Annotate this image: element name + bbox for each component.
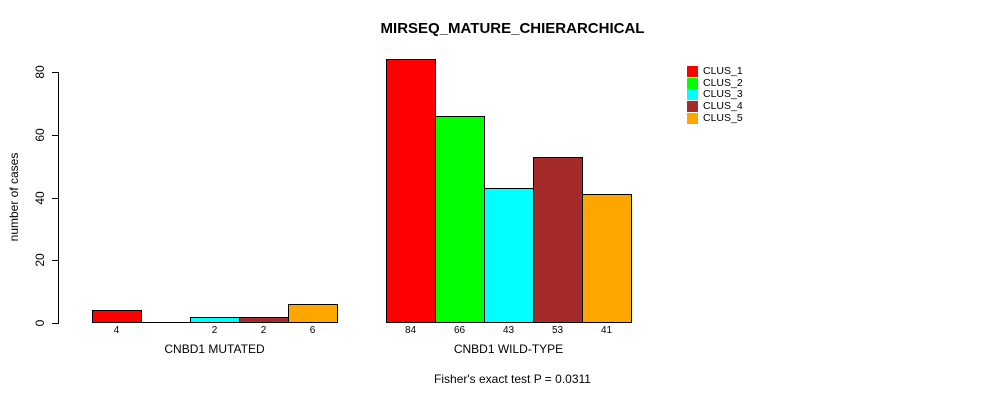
bar-value-label: 53 [551,325,564,336]
subtitle-fisher-test: Fisher's exact test P = 0.0311 [434,372,591,386]
y-tick-mark [52,198,58,199]
legend-swatch-icon [687,112,698,124]
bar-value-label: 2 [260,325,267,336]
y-tick-mark [52,135,58,136]
bar-value-label: 41 [600,325,613,336]
legend-item-clus_1: CLUS_1 [687,66,743,78]
bar-clus_5 [582,194,632,323]
legend-item-label: CLUS_2 [703,76,743,89]
bar-clus_2 [435,116,485,323]
legend-item-label: CLUS_1 [703,65,743,77]
legend-item-clus_4: CLUS_4 [687,101,743,113]
legend-swatch-icon [687,89,698,101]
y-tick-label: 20 [33,253,47,267]
legend-item-label: CLUS_4 [703,100,743,113]
legend-item-clus_5: CLUS_5 [687,112,743,124]
y-tick-mark [52,260,58,261]
bar-value-label: 2 [211,325,218,336]
x-axis-group-label: CNBD1 MUTATED [164,342,265,356]
y-tick-label: 0 [33,319,47,327]
x-axis-group-label: CNBD1 WILD-TYPE [453,342,564,356]
y-tick-label: 80 [33,65,47,79]
legend-item-label: CLUS_3 [703,88,743,101]
bar-clus_4 [533,157,583,323]
legend-item-clus_3: CLUS_3 [687,89,743,101]
legend-item-label: CLUS_5 [703,111,743,124]
zero-height-bar-clus_2 [141,322,191,323]
y-tick-mark [52,323,58,324]
chart-title: MIRSEQ_MATURE_CHIERARCHICAL [380,20,645,37]
bar-clus_4 [239,317,289,323]
bar-value-label: 43 [502,325,515,336]
legend-swatch-icon [687,66,698,77]
bar-value-label: 84 [404,325,417,336]
y-axis-line [58,72,59,324]
y-tick-label: 60 [33,128,47,142]
bar-clus_1 [92,310,142,323]
bar-value-label: 4 [113,325,120,336]
legend-swatch-icon [687,77,698,89]
bar-clus_5 [288,304,338,323]
y-tick-label: 40 [33,191,47,205]
legend-item-clus_2: CLUS_2 [687,77,743,89]
legend-swatch-icon [687,101,698,113]
y-axis-label: number of cases [7,152,21,242]
bar-clus_3 [484,188,534,323]
bar-clus_1 [386,59,436,323]
bar-value-label: 6 [309,325,316,336]
bar-clus_3 [190,317,240,323]
y-tick-mark [52,72,58,73]
bar-value-label: 66 [453,325,466,336]
